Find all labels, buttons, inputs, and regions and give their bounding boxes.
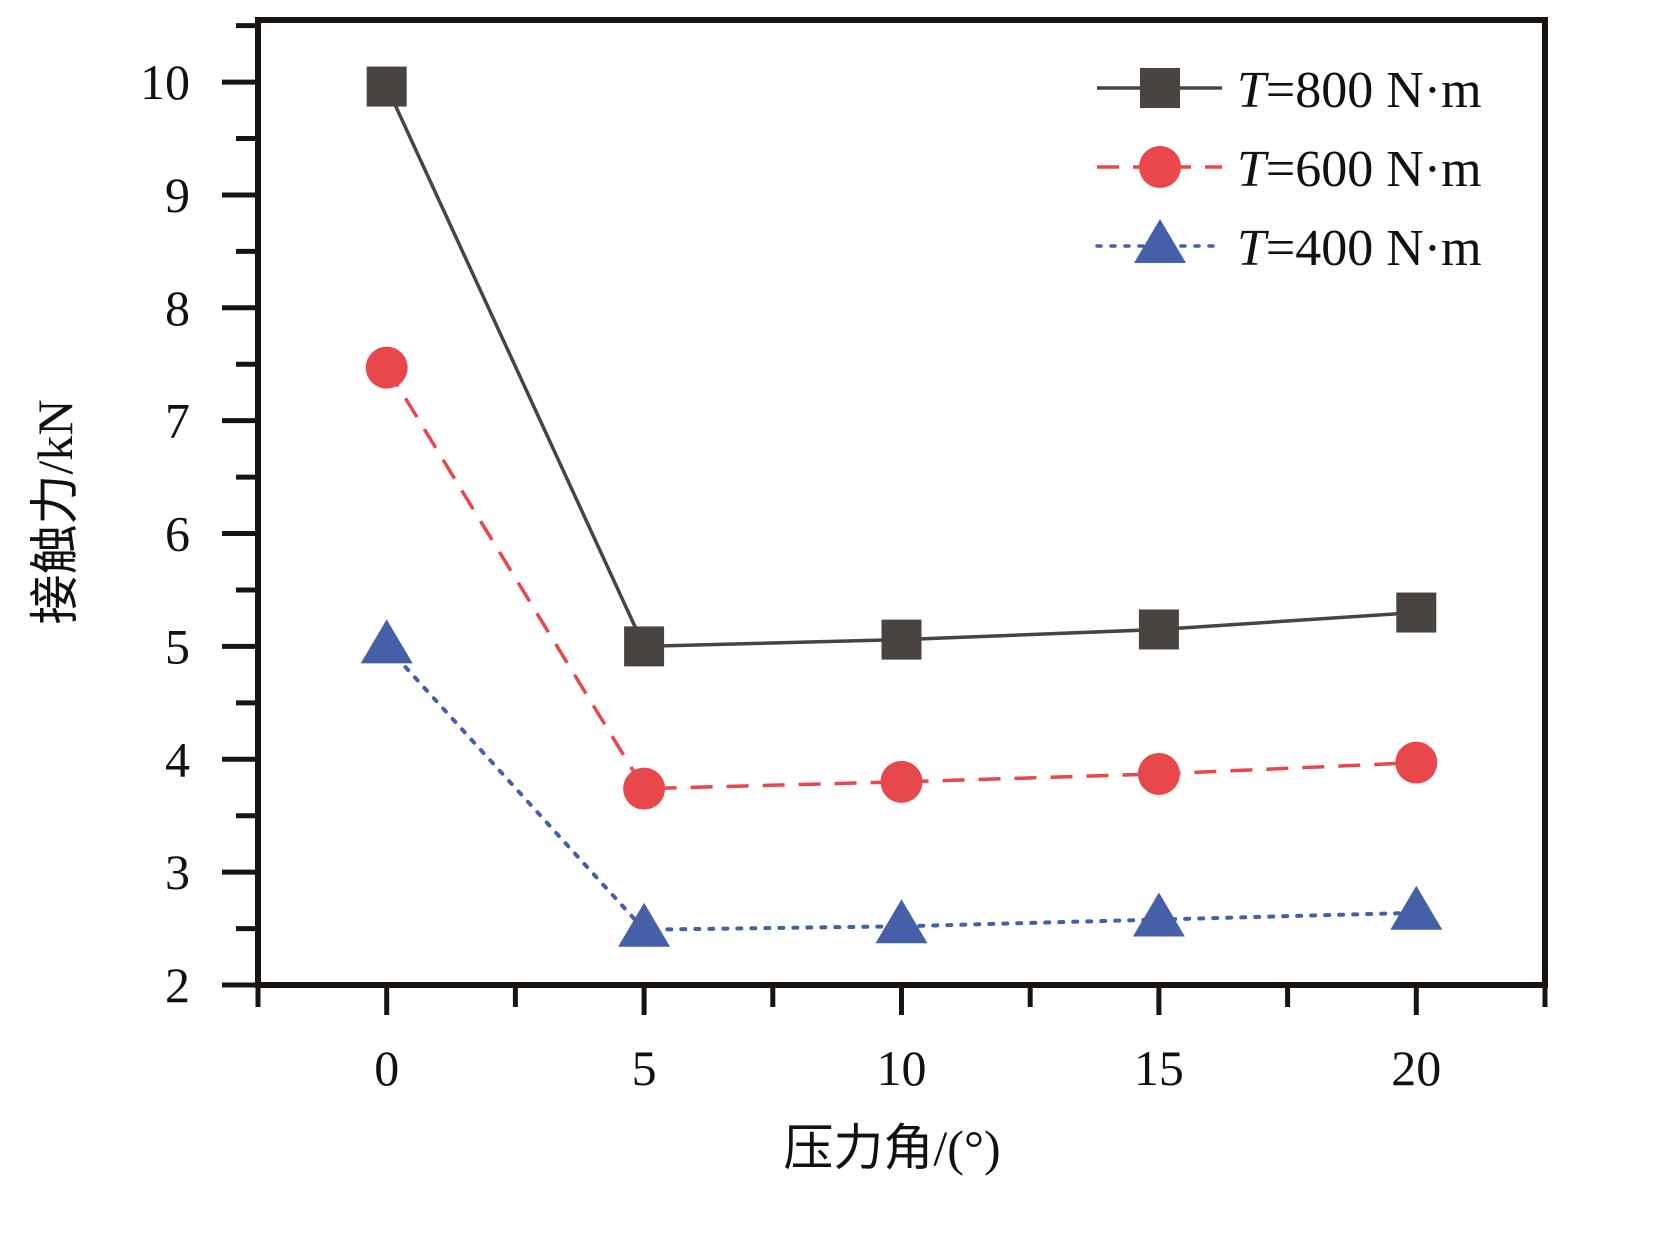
data-point (1390, 885, 1443, 930)
data-point (1132, 892, 1185, 937)
data-point (875, 899, 928, 944)
y-tick-label: 4 (165, 731, 190, 787)
y-tick-label: 9 (165, 167, 190, 223)
x-tick-label: 5 (632, 1040, 657, 1096)
data-point (1137, 752, 1180, 795)
y-tick-label: 2 (165, 957, 190, 1013)
data-point (366, 66, 407, 107)
data-point (618, 902, 671, 947)
data-point (360, 619, 413, 664)
data-point (1396, 592, 1437, 633)
legend-item: T=800 N·m (1097, 62, 1482, 119)
data-point (880, 760, 923, 803)
series-line (384, 644, 1419, 932)
legend-label: T=800 N·m (1237, 62, 1482, 119)
y-tick-label: 10 (140, 54, 190, 110)
data-point (1138, 609, 1179, 650)
y-axis-label: 接触力/kN (27, 400, 83, 625)
y-tick-label: 6 (165, 506, 190, 562)
y-tick-label: 3 (165, 844, 190, 900)
series-2 (360, 619, 1443, 947)
y-tick-label: 8 (165, 280, 190, 336)
data-point (624, 626, 665, 667)
legend-marker (1140, 68, 1180, 108)
series-0 (366, 66, 1437, 667)
data-point (1395, 741, 1438, 784)
x-tick-label: 15 (1134, 1040, 1184, 1096)
legend-item: T=400 N·m (1095, 219, 1482, 277)
legend-marker (1134, 219, 1186, 263)
legend-label: T=400 N·m (1237, 220, 1482, 277)
x-axis-label: 压力角/(°) (783, 1120, 1000, 1176)
x-tick-label: 20 (1391, 1040, 1441, 1096)
data-point (881, 619, 922, 660)
legend-label: T=600 N·m (1237, 141, 1482, 198)
x-tick-label: 10 (877, 1040, 927, 1096)
series-line (385, 366, 1417, 791)
y-tick-label: 7 (165, 393, 190, 449)
legend: T=800 N·m T=600 N·m T=400 N·m (1095, 62, 1482, 277)
data-point (365, 346, 408, 389)
x-tick-label: 0 (374, 1040, 399, 1096)
series-1 (365, 346, 1438, 810)
y-tick-label: 5 (165, 618, 190, 674)
data-point (623, 767, 666, 810)
legend-item: T=600 N·m (1097, 141, 1482, 198)
legend-marker (1139, 146, 1181, 188)
